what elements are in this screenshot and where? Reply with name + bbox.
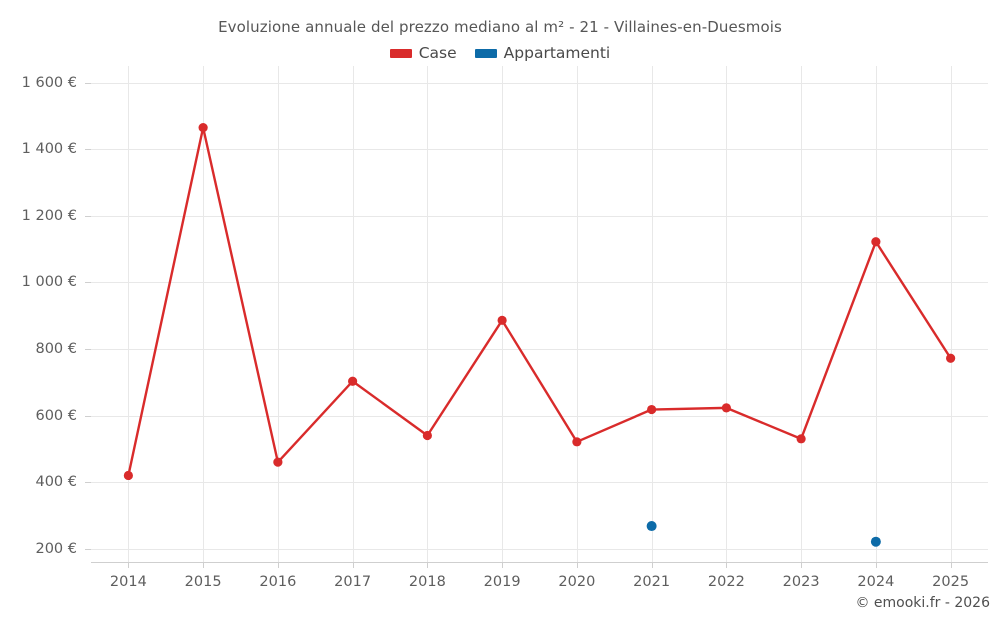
chart-title: Evoluzione annuale del prezzo mediano al… <box>218 18 782 36</box>
legend-item-appartamenti[interactable]: Appartamenti <box>474 44 611 62</box>
x-axis-tick-label: 2015 <box>184 574 222 590</box>
y-axis-tick-label: 1 400 € <box>21 141 77 158</box>
x-axis-tick-label: 2024 <box>857 574 895 590</box>
data-point[interactable] <box>871 237 881 247</box>
x-axis-tick-label: 2020 <box>558 574 596 590</box>
data-series-layer <box>123 122 956 547</box>
data-point[interactable] <box>721 403 731 413</box>
chart-legend: Case Appartamenti <box>0 44 1000 62</box>
legend-swatch-case <box>389 48 412 58</box>
grid-lines <box>91 66 988 562</box>
x-axis-tick-label: 2016 <box>259 574 297 590</box>
x-axis-tick-label: 2021 <box>633 574 671 590</box>
legend-label-appartamenti: Appartamenti <box>503 44 611 62</box>
copyright-credit: © emooki.fr - 2026 <box>855 595 990 611</box>
y-axis-tick-label: 800 € <box>35 340 77 357</box>
y-axis-tick-label: 200 € <box>35 540 77 557</box>
x-axis-tick-label: 2017 <box>334 574 372 590</box>
data-point[interactable] <box>123 470 133 481</box>
series-case <box>123 122 956 481</box>
series-line <box>127 126 952 477</box>
y-axis-tick-label: 1 000 € <box>21 274 77 291</box>
x-axis-tick-label: 2019 <box>483 574 521 590</box>
series-appartamenti <box>646 521 881 547</box>
y-axis-tick-label: 600 € <box>35 407 77 424</box>
data-point[interactable] <box>348 376 358 386</box>
data-point[interactable] <box>273 457 283 467</box>
data-point[interactable] <box>497 315 507 325</box>
data-point[interactable] <box>422 430 432 441</box>
legend-item-case[interactable]: Case <box>389 44 457 62</box>
y-axis-tick-label: 1 600 € <box>21 74 77 91</box>
x-axis-tick-label: 2018 <box>408 574 446 590</box>
y-axis-tick-label: 1 200 € <box>21 207 77 224</box>
legend-swatch-appartamenti <box>474 48 497 58</box>
y-axis-tick-label: 400 € <box>35 474 77 491</box>
legend-label-case: Case <box>418 44 457 62</box>
data-point[interactable] <box>647 404 657 415</box>
data-point[interactable] <box>646 521 657 532</box>
x-axis-tick-label: 2014 <box>109 574 147 590</box>
x-axis-tick-label: 2022 <box>707 574 745 590</box>
x-axis-tick-label: 2023 <box>782 574 820 590</box>
data-point[interactable] <box>572 437 582 447</box>
data-point[interactable] <box>870 536 881 547</box>
x-axis-tick-label: 2025 <box>932 574 970 590</box>
axis-tick-marks <box>85 83 988 568</box>
data-point[interactable] <box>198 122 208 133</box>
data-point[interactable] <box>946 353 956 363</box>
data-point[interactable] <box>796 434 806 444</box>
